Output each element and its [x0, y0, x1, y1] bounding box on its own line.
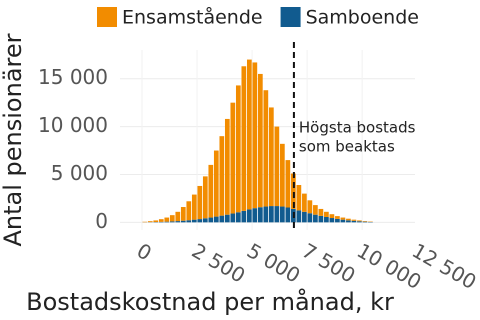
bar — [180, 207, 186, 221]
bar — [313, 205, 318, 215]
y-tick-label: 15 000 — [38, 65, 108, 89]
bar — [246, 59, 252, 210]
bar — [158, 219, 164, 222]
bar — [257, 73, 263, 208]
bar — [175, 221, 181, 223]
bar — [153, 220, 159, 223]
annotation: som beaktas — [299, 138, 395, 156]
bar — [340, 219, 346, 223]
bar — [285, 207, 291, 223]
bar — [208, 217, 214, 223]
bar — [280, 143, 285, 207]
bar — [246, 209, 252, 223]
bar — [175, 211, 181, 222]
bar — [208, 164, 214, 218]
bar — [357, 221, 362, 223]
bar — [263, 90, 269, 207]
bar — [241, 210, 247, 223]
bar — [257, 207, 263, 223]
bar — [269, 107, 274, 207]
bar — [252, 208, 258, 223]
bar — [324, 211, 329, 217]
bar — [164, 221, 170, 223]
x-tick-label: 12 500 — [408, 238, 480, 294]
bar — [235, 212, 241, 223]
bar — [164, 217, 170, 222]
bar — [191, 194, 197, 220]
bar — [197, 219, 203, 223]
bar — [357, 220, 362, 222]
bar — [351, 219, 357, 221]
annotation: Högsta bostads — [299, 119, 416, 137]
bar — [263, 206, 269, 223]
bar — [235, 85, 241, 213]
bar — [296, 210, 302, 223]
bar — [224, 118, 230, 215]
bar — [191, 219, 197, 223]
bar — [241, 66, 247, 211]
bar — [362, 221, 368, 223]
bar — [269, 206, 274, 223]
bar — [186, 220, 192, 223]
bar — [346, 218, 351, 221]
bar — [202, 176, 208, 219]
bar — [213, 216, 219, 223]
bar — [224, 214, 230, 223]
bar — [274, 206, 280, 223]
bar — [291, 173, 296, 209]
bar — [219, 215, 225, 223]
bar — [230, 102, 236, 214]
bar — [335, 216, 340, 219]
bar — [302, 211, 307, 223]
bar — [274, 126, 280, 207]
bar — [202, 218, 208, 223]
bar — [280, 206, 285, 223]
legend-swatch — [280, 7, 301, 27]
bar — [302, 193, 307, 212]
bar — [219, 136, 225, 216]
y-tick-label: 5 000 — [51, 161, 108, 185]
y-axis-title: Antal pensionärer — [0, 33, 27, 246]
legend-swatch — [97, 7, 117, 27]
bar — [335, 218, 340, 223]
bar — [313, 214, 318, 223]
x-tick-label: 2 500 — [188, 238, 250, 287]
bar — [346, 220, 351, 223]
bar — [296, 185, 302, 211]
bar — [213, 150, 219, 217]
bar — [169, 221, 175, 223]
x-axis-title: Bostadskostnad per månad, kr — [26, 287, 394, 316]
bar — [329, 218, 335, 223]
legend-label: Ensamstående — [122, 6, 263, 29]
bar — [197, 185, 203, 220]
bar — [340, 217, 346, 220]
bar — [324, 216, 329, 223]
bar — [329, 214, 335, 219]
bar — [318, 208, 324, 216]
bar — [230, 213, 236, 223]
bar — [362, 221, 368, 222]
legend-label: Samboende — [306, 7, 419, 29]
bar — [180, 220, 186, 223]
x-tick-label: 5 000 — [243, 238, 305, 287]
bar — [186, 201, 192, 221]
bar — [307, 213, 313, 223]
bar — [147, 221, 153, 223]
bar — [351, 220, 357, 223]
bar — [252, 62, 258, 209]
x-tick-label: 7 500 — [298, 238, 360, 287]
bar — [169, 215, 175, 222]
y-tick-label: 0 — [95, 209, 108, 233]
y-tick-label: 10 000 — [38, 113, 108, 137]
bar — [285, 160, 291, 208]
bar — [307, 200, 313, 214]
x-tick-label: 0 — [133, 238, 156, 265]
bar — [318, 215, 324, 223]
